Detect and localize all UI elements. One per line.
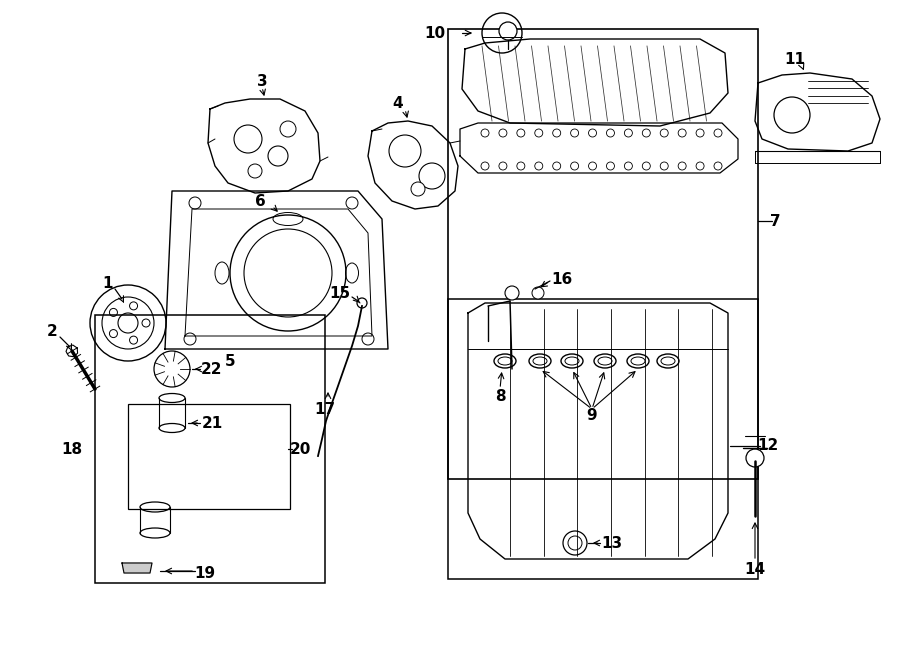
Text: 16: 16 <box>552 272 572 286</box>
Circle shape <box>553 129 561 137</box>
Circle shape <box>248 164 262 178</box>
Circle shape <box>102 297 154 349</box>
Text: 15: 15 <box>329 286 351 301</box>
Circle shape <box>189 197 201 209</box>
Circle shape <box>230 215 346 331</box>
Circle shape <box>234 125 262 153</box>
Circle shape <box>110 309 117 317</box>
Circle shape <box>571 129 579 137</box>
Bar <box>448 299 758 579</box>
Text: 1: 1 <box>103 276 113 290</box>
Circle shape <box>411 182 425 196</box>
Text: 5: 5 <box>225 354 235 368</box>
Circle shape <box>154 351 190 387</box>
Circle shape <box>482 13 522 53</box>
Circle shape <box>535 162 543 170</box>
Circle shape <box>481 129 489 137</box>
Circle shape <box>532 287 544 299</box>
Text: 17: 17 <box>314 401 336 416</box>
Circle shape <box>184 333 196 345</box>
Circle shape <box>499 162 507 170</box>
Text: 19: 19 <box>194 566 216 580</box>
Circle shape <box>774 97 810 133</box>
Bar <box>448 29 758 479</box>
Circle shape <box>746 449 764 467</box>
Text: 3: 3 <box>256 73 267 89</box>
Circle shape <box>517 162 525 170</box>
Circle shape <box>661 162 668 170</box>
Circle shape <box>589 162 597 170</box>
Circle shape <box>90 285 166 361</box>
Circle shape <box>130 302 138 310</box>
Circle shape <box>625 129 633 137</box>
Circle shape <box>110 330 117 338</box>
Circle shape <box>268 146 288 166</box>
Circle shape <box>481 162 489 170</box>
Circle shape <box>696 129 704 137</box>
Text: 13: 13 <box>601 535 623 551</box>
Circle shape <box>499 22 517 40</box>
Bar <box>95 315 325 583</box>
Text: 9: 9 <box>587 408 598 424</box>
Circle shape <box>607 162 615 170</box>
Circle shape <box>362 333 374 345</box>
Circle shape <box>589 129 597 137</box>
Text: 21: 21 <box>202 416 222 430</box>
Circle shape <box>679 162 686 170</box>
Circle shape <box>563 531 587 555</box>
Text: 22: 22 <box>202 362 223 377</box>
Circle shape <box>643 162 651 170</box>
Circle shape <box>244 229 332 317</box>
Circle shape <box>142 319 150 327</box>
Circle shape <box>505 286 519 300</box>
Text: 10: 10 <box>425 26 446 40</box>
Bar <box>128 404 290 509</box>
Circle shape <box>661 129 668 137</box>
Text: 4: 4 <box>392 95 403 110</box>
Text: 8: 8 <box>495 389 505 403</box>
Circle shape <box>714 129 722 137</box>
Circle shape <box>568 536 582 550</box>
Circle shape <box>553 162 561 170</box>
Text: 7: 7 <box>770 214 780 229</box>
Circle shape <box>571 162 579 170</box>
Circle shape <box>535 129 543 137</box>
Circle shape <box>419 163 445 189</box>
Circle shape <box>346 197 358 209</box>
Circle shape <box>130 336 138 344</box>
Circle shape <box>625 162 633 170</box>
Circle shape <box>357 298 367 308</box>
Text: 20: 20 <box>289 442 310 457</box>
Circle shape <box>389 135 421 167</box>
Circle shape <box>679 129 686 137</box>
Polygon shape <box>122 563 152 573</box>
Circle shape <box>643 129 651 137</box>
Circle shape <box>118 313 138 333</box>
Text: 12: 12 <box>758 438 778 453</box>
Text: 6: 6 <box>255 194 266 208</box>
Text: 14: 14 <box>744 561 766 576</box>
Text: 18: 18 <box>61 442 83 457</box>
Circle shape <box>696 162 704 170</box>
Circle shape <box>499 129 507 137</box>
Circle shape <box>280 121 296 137</box>
Circle shape <box>517 129 525 137</box>
Circle shape <box>607 129 615 137</box>
Text: 11: 11 <box>785 52 806 67</box>
Text: 2: 2 <box>47 323 58 338</box>
Circle shape <box>714 162 722 170</box>
